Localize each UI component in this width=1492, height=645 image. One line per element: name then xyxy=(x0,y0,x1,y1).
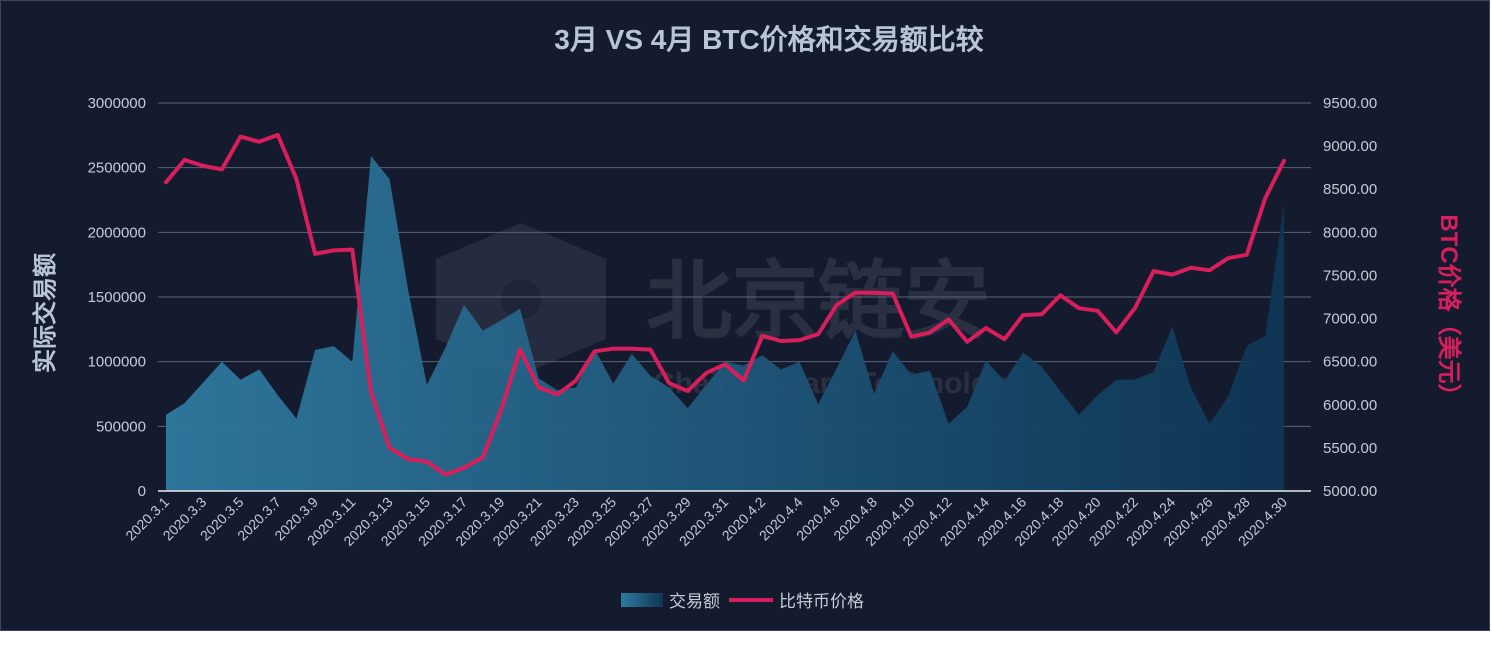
left-tick-label: 1000000 xyxy=(88,354,146,371)
legend-swatch-volume xyxy=(621,593,663,607)
trade-volume-area xyxy=(166,156,1284,491)
x-axis-ticks: 2020.3.12020.3.32020.3.52020.3.72020.3.9… xyxy=(122,494,1290,550)
chart-svg: 北京链安 Chains Guard Technology 05000001000… xyxy=(31,23,1463,611)
left-axis-label: 实际交易额 xyxy=(31,253,59,373)
left-tick-label: 2000000 xyxy=(88,224,146,241)
left-tick-label: 500000 xyxy=(96,418,146,435)
right-tick-label: 9000.00 xyxy=(1323,138,1377,155)
legend: 交易额 比特币价格 xyxy=(621,592,864,611)
chart-container: 北京链安 Chains Guard Technology 05000001000… xyxy=(0,0,1490,631)
right-tick-label: 8500.00 xyxy=(1323,181,1377,198)
right-axis-label: BTC价格（美元） xyxy=(1435,214,1463,407)
right-tick-label: 8000.00 xyxy=(1323,224,1377,241)
left-axis-ticks: 0 500000 1000000 1500000 2000000 2500000 30000… xyxy=(88,95,146,500)
right-tick-label: 6000.00 xyxy=(1323,397,1377,414)
trade-volume-area-layer xyxy=(166,156,1284,491)
left-tick-label: 0 xyxy=(138,483,146,500)
legend-label-volume: 交易额 xyxy=(669,592,720,611)
chart-title: 3月 VS 4月 BTC价格和交易额比较 xyxy=(554,23,983,55)
right-tick-label: 7000.00 xyxy=(1323,311,1377,328)
btc-price-line-layer xyxy=(164,132,1286,477)
left-tick-label: 2500000 xyxy=(88,160,146,177)
right-axis-ticks: 5000.00 5500.00 6000.00 6500.00 7000.00 7500.… xyxy=(1323,95,1377,500)
right-tick-label: 6500.00 xyxy=(1323,354,1377,371)
left-tick-label: 3000000 xyxy=(88,95,146,112)
legend-label-price: 比特币价格 xyxy=(779,592,864,611)
right-tick-label: 5500.00 xyxy=(1323,440,1377,457)
right-tick-label: 5000.00 xyxy=(1323,483,1377,500)
right-tick-label: 7500.00 xyxy=(1323,267,1377,284)
btc-price-line xyxy=(164,132,1286,477)
right-tick-label: 9500.00 xyxy=(1323,95,1377,112)
watermark-logo-node-icon xyxy=(501,279,541,319)
left-tick-label: 1500000 xyxy=(88,289,146,306)
